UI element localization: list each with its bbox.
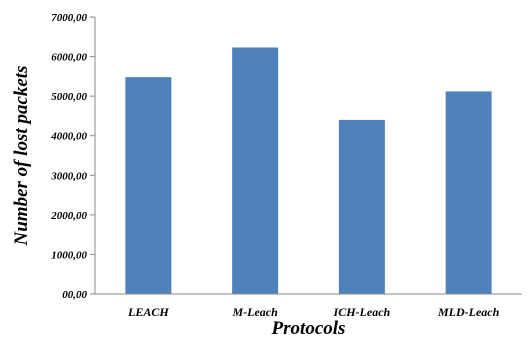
y-axis-ticks: 00,00 1000,00 2000,00 3000,00 4000,00 5000,00… <box>50 12 95 301</box>
x-axis-title: Protocols <box>271 318 346 339</box>
y-tick-label: 4000,00 <box>50 131 87 143</box>
y-tick-label: 3000,00 <box>50 170 87 182</box>
bar-mld-leach <box>445 91 492 294</box>
y-axis-title: Number of lost packets <box>11 66 32 247</box>
x-axis-categories: LEACH M-Leach ICH-Leach MLD-Leach <box>127 305 500 319</box>
y-tick-label: 1000,00 <box>51 249 87 261</box>
x-category-label: ICH-Leach <box>333 305 391 319</box>
y-tick-label: 00,00 <box>62 289 87 301</box>
bar-m-leach <box>232 47 279 294</box>
bar-leach <box>125 77 172 294</box>
x-category-label: MLD-Leach <box>437 305 500 319</box>
x-category-label: LEACH <box>127 305 169 319</box>
y-tick-label: 6000,00 <box>51 52 87 64</box>
y-tick-label: 5000,00 <box>51 91 87 103</box>
x-category-label: M-Leach <box>231 305 278 319</box>
y-tick-label: 7000,00 <box>51 12 87 24</box>
y-tick-label: 2000,00 <box>50 210 87 222</box>
bar-ich-leach <box>338 119 385 294</box>
bars <box>125 47 492 294</box>
